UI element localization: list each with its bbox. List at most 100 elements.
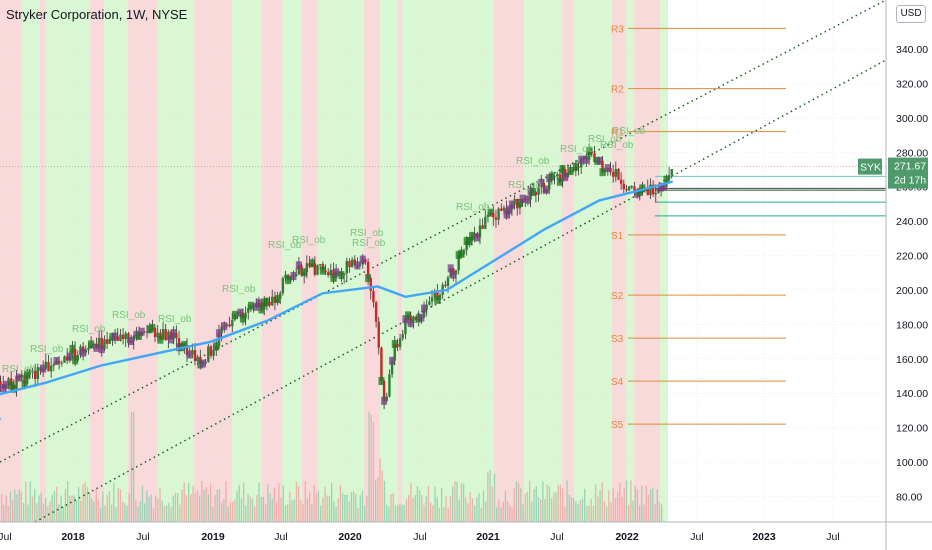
candle-body — [281, 278, 285, 294]
volume-bar — [368, 412, 370, 522]
rsi-ob-label: RSI_ob — [456, 202, 490, 213]
volume-bar — [141, 485, 144, 522]
volume-bar — [31, 496, 34, 522]
volume-bar — [606, 506, 608, 522]
signal-block — [506, 205, 513, 214]
candle-body — [103, 339, 106, 350]
volume-bar — [557, 485, 559, 522]
volume-bar — [73, 495, 75, 522]
volume-bar — [531, 501, 533, 522]
candle-body — [87, 347, 90, 351]
signal-block — [434, 295, 441, 304]
signal-block — [538, 178, 545, 187]
x-tick-label: 2019 — [201, 531, 225, 543]
rsi-ob-label: RSI_ob — [268, 240, 302, 251]
volume-bar — [597, 496, 599, 522]
volume-bar — [322, 497, 324, 522]
grid-lines — [0, 0, 886, 522]
volume-bar — [148, 496, 150, 522]
rsi-ob-label: RSI_ob — [2, 364, 36, 375]
volume-bar — [654, 504, 656, 522]
volume-bar — [89, 492, 91, 522]
volume-bar — [399, 503, 401, 522]
volume-bar — [210, 483, 212, 522]
candle-body — [587, 151, 591, 160]
signal-block — [2, 380, 9, 389]
x-tick-label: 2021 — [476, 531, 500, 543]
candle-body — [60, 362, 64, 364]
volume-bar — [295, 482, 298, 522]
y-tick-label: 320.00 — [896, 78, 928, 90]
signal-block — [149, 324, 156, 333]
volume-bar — [221, 502, 223, 522]
candle-body — [358, 264, 362, 266]
volume-bar — [196, 490, 199, 522]
volume-bar — [38, 495, 40, 522]
rsi-ob-label: RSI_ob — [612, 126, 646, 137]
candle-body — [161, 329, 165, 340]
signal-block — [98, 345, 105, 354]
volume-bar — [377, 476, 379, 522]
volume-bar — [612, 488, 614, 522]
volume-bar — [280, 497, 282, 522]
volume-bar — [306, 498, 309, 522]
volume-bar — [34, 489, 36, 522]
volume-bars — [1, 412, 663, 522]
candle-body — [185, 344, 189, 356]
volume-bar — [93, 501, 95, 522]
volume-bar — [383, 480, 386, 522]
volume-bar — [661, 504, 663, 522]
volume-bar — [82, 483, 84, 522]
volume-bar — [438, 507, 441, 522]
y-tick-label: 140.00 — [896, 388, 928, 400]
volume-bar — [628, 505, 630, 522]
volume-bar — [144, 503, 146, 522]
candle-body — [484, 216, 487, 229]
signal-block — [421, 304, 428, 313]
trend-band — [562, 0, 574, 522]
volume-bar — [504, 490, 507, 522]
signal-block — [567, 167, 574, 176]
candle-body — [247, 308, 250, 313]
signal-block — [215, 329, 222, 338]
volume-bar — [533, 489, 535, 522]
volume-bar — [647, 494, 650, 522]
signal-block — [365, 274, 372, 283]
trend-band — [524, 0, 562, 522]
volume-bar — [100, 507, 102, 522]
y-tick-label: 200.00 — [896, 285, 928, 297]
volume-bar — [553, 492, 555, 522]
rsi-ob-label: RSI_ob — [222, 284, 256, 295]
volume-bar — [544, 499, 546, 522]
rsi-ob-label: RSI_ob — [72, 324, 106, 335]
volume-bar — [315, 493, 317, 522]
volume-bar — [625, 480, 628, 522]
volume-bar — [540, 499, 542, 522]
volume-bar — [240, 498, 243, 522]
x-tick-label: Jul — [550, 531, 563, 543]
volume-bar — [245, 505, 247, 522]
volume-bar — [80, 500, 82, 522]
candle-body — [590, 151, 594, 154]
candle-body — [84, 350, 87, 353]
candle-body — [63, 356, 66, 363]
volume-bar — [86, 487, 89, 522]
x-tick-label: 2020 — [338, 531, 362, 543]
candle-body — [15, 375, 18, 389]
currency-button[interactable]: USD — [896, 5, 926, 23]
volume-bar — [7, 505, 9, 522]
candle-body — [646, 187, 649, 195]
signal-block — [258, 305, 265, 314]
candle-body — [502, 207, 506, 211]
signal-block — [508, 200, 515, 209]
signal-block — [93, 343, 100, 352]
trend-band — [282, 0, 302, 522]
volume-bar — [513, 488, 515, 522]
candle-body — [430, 297, 434, 302]
volume-bar — [518, 483, 520, 522]
volume-bar — [599, 490, 601, 522]
candle-body — [444, 284, 447, 286]
volume-bar — [361, 490, 364, 522]
volume-bar — [546, 484, 548, 522]
